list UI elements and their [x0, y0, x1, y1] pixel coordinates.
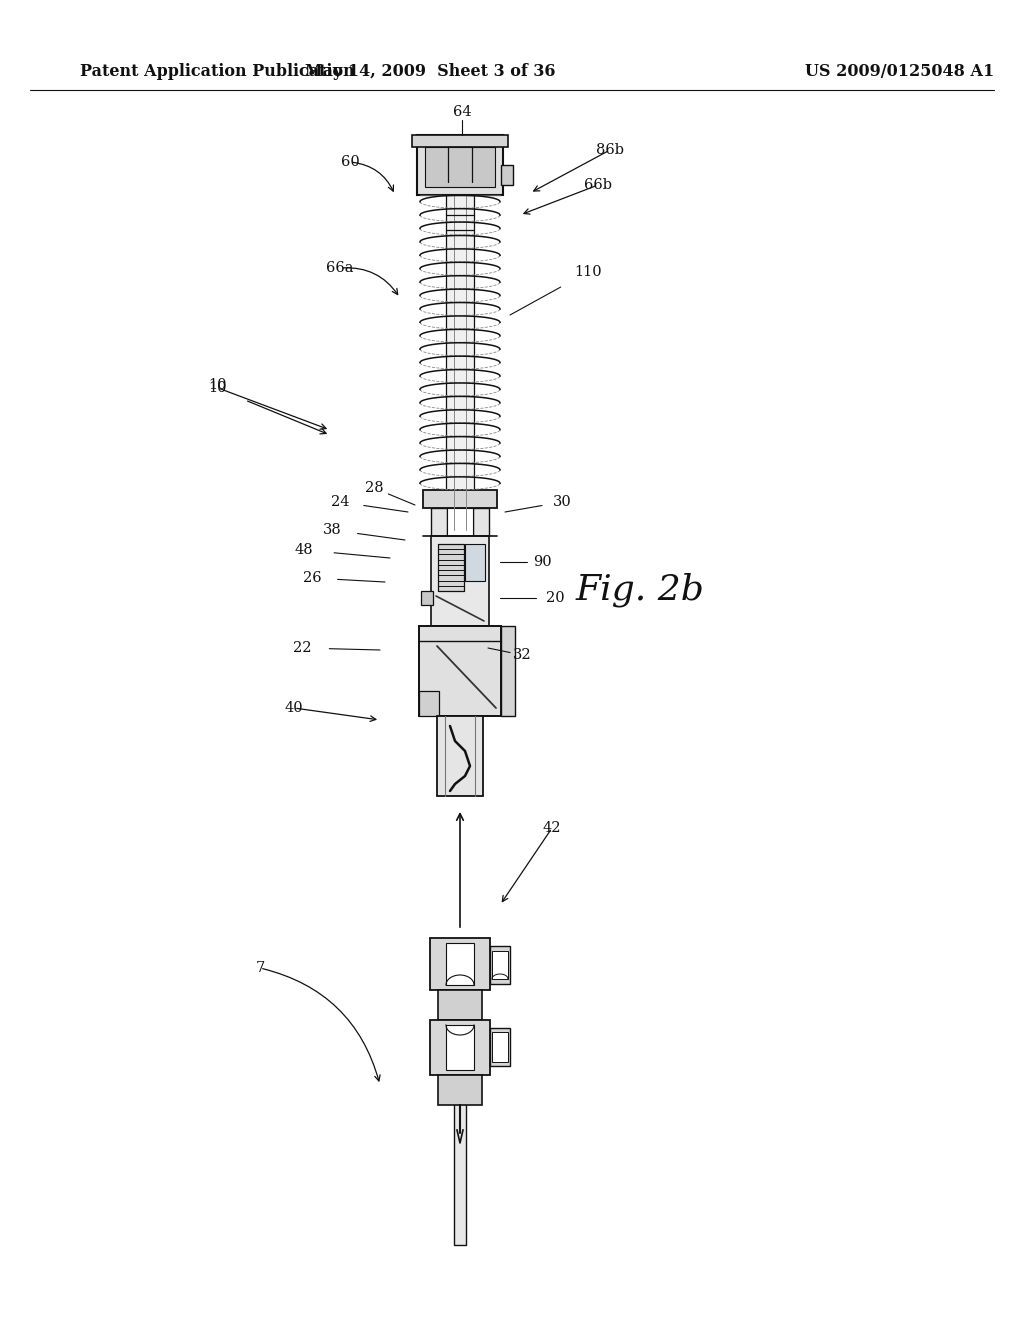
- Text: 7: 7: [255, 961, 264, 975]
- Bar: [446, 195, 474, 531]
- Bar: [430, 939, 490, 990]
- Text: 110: 110: [574, 265, 602, 279]
- Bar: [438, 544, 464, 591]
- Text: 28: 28: [365, 480, 383, 495]
- Text: 60: 60: [341, 154, 359, 169]
- Text: 42: 42: [543, 821, 561, 836]
- Text: 30: 30: [553, 495, 571, 510]
- Bar: [501, 165, 513, 185]
- Text: US 2009/0125048 A1: US 2009/0125048 A1: [805, 63, 994, 81]
- Text: 24: 24: [331, 495, 349, 510]
- Bar: [490, 946, 510, 983]
- Bar: [490, 1028, 510, 1067]
- Text: 10: 10: [209, 381, 227, 395]
- Bar: [417, 135, 503, 195]
- Text: May 14, 2009  Sheet 3 of 36: May 14, 2009 Sheet 3 of 36: [305, 63, 555, 81]
- Bar: [449, 147, 472, 182]
- Text: 86b: 86b: [596, 143, 624, 157]
- Bar: [446, 1026, 474, 1071]
- Bar: [412, 135, 508, 147]
- Bar: [473, 508, 489, 536]
- Bar: [419, 690, 439, 715]
- Bar: [465, 544, 485, 581]
- FancyArrowPatch shape: [263, 969, 380, 1081]
- Text: 90: 90: [532, 554, 551, 569]
- Text: Patent Application Publication: Patent Application Publication: [80, 63, 354, 81]
- Text: 22: 22: [293, 642, 311, 655]
- Text: 32: 32: [513, 648, 531, 663]
- FancyArrowPatch shape: [343, 268, 397, 294]
- Bar: [425, 147, 495, 187]
- Text: 38: 38: [323, 523, 341, 537]
- FancyArrowPatch shape: [352, 162, 393, 191]
- Text: 26: 26: [303, 572, 322, 585]
- Bar: [431, 508, 447, 536]
- Bar: [438, 1074, 482, 1105]
- Bar: [430, 1020, 490, 1074]
- Text: 10: 10: [209, 378, 227, 392]
- Text: 40: 40: [285, 701, 303, 715]
- Bar: [501, 626, 515, 715]
- Bar: [419, 626, 501, 715]
- Text: 64: 64: [453, 106, 471, 119]
- Bar: [454, 939, 466, 1245]
- Text: 66b: 66b: [584, 178, 612, 191]
- Bar: [447, 508, 473, 536]
- Bar: [446, 942, 474, 985]
- Bar: [421, 591, 433, 605]
- Bar: [492, 1032, 508, 1063]
- Bar: [431, 536, 489, 626]
- Bar: [437, 715, 483, 796]
- Bar: [438, 990, 482, 1020]
- Text: 66a: 66a: [327, 261, 353, 275]
- Text: 20: 20: [546, 591, 564, 605]
- Text: Fig. 2b: Fig. 2b: [575, 573, 705, 607]
- Text: 48: 48: [295, 543, 313, 557]
- Bar: [423, 490, 497, 508]
- Bar: [492, 950, 508, 979]
